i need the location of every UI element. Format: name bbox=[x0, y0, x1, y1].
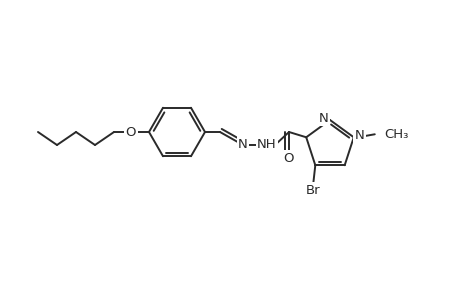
Text: N: N bbox=[354, 129, 364, 142]
Text: O: O bbox=[283, 152, 294, 164]
Text: O: O bbox=[125, 125, 136, 139]
Text: NH: NH bbox=[257, 137, 276, 151]
Text: N: N bbox=[238, 137, 247, 151]
Text: N: N bbox=[319, 112, 328, 124]
Text: CH₃: CH₃ bbox=[383, 128, 407, 141]
Text: Br: Br bbox=[305, 184, 320, 197]
